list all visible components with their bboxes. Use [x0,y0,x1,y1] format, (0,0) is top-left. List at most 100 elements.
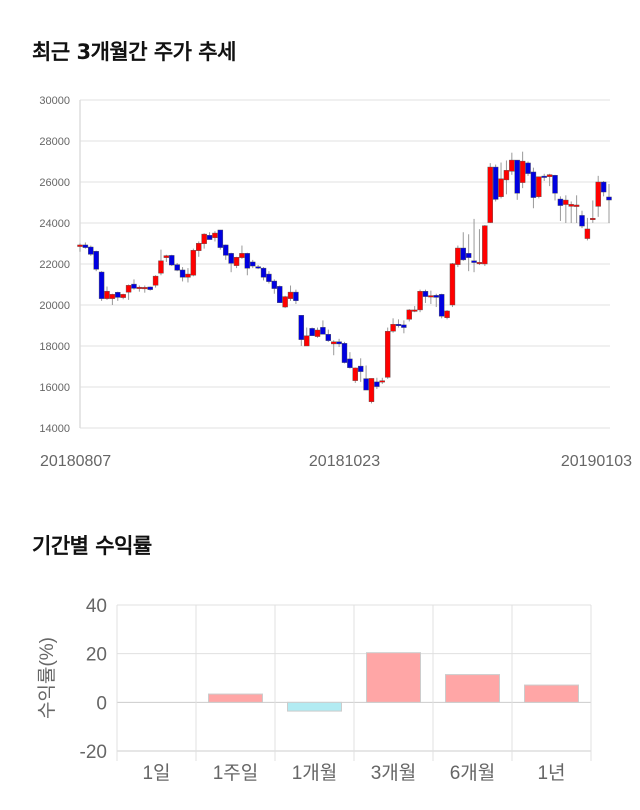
candle [509,159,515,172]
candle [131,283,137,289]
candle [503,170,510,181]
candle [298,315,305,340]
candle [266,273,272,282]
candle [417,291,423,311]
candle [115,292,121,298]
candle [217,229,224,248]
x-tick-label: 1주일 [213,762,259,784]
candle [341,343,348,363]
x-tick-label: 20180807 [40,453,111,470]
candle [363,378,369,391]
candle [223,244,229,256]
candle [438,294,445,317]
candle [525,162,531,174]
candle [347,358,353,368]
candle [568,204,574,207]
candle [169,255,175,266]
candle [179,269,186,278]
candle [498,178,504,197]
y-tick-label: 30000 [39,95,70,107]
candle [77,244,83,247]
period-return-title: 기간별 수익률 [32,534,152,558]
candle [487,166,493,223]
candle [606,196,612,201]
candle [514,159,520,194]
x-tick-label: 3개월 [371,762,417,784]
y-tick-label: 18000 [39,341,70,353]
y-axis-label: 수익률(%) [36,637,58,719]
candle [277,286,283,303]
candle [82,244,89,248]
y-tick-label: 14000 [39,423,70,435]
candle [244,253,251,269]
candle [411,309,418,312]
candle [174,264,180,271]
return-bar [287,701,342,712]
candle [546,174,553,177]
candle [374,381,380,387]
candle [600,181,607,193]
candle [271,280,278,289]
candle [309,328,315,336]
candle [104,291,110,299]
price-trend-title: 최근 3개월간 주가 추세 [32,40,236,64]
candle [590,218,596,220]
candle [460,247,466,261]
candle [573,204,580,207]
candle [379,380,385,383]
x-tick-label: 20190103 [561,453,632,470]
candle [120,294,126,298]
candle [147,286,153,290]
candle [233,257,240,266]
candle [595,181,601,207]
candle [541,175,547,178]
candle [584,228,591,239]
candle [422,291,429,297]
candle [482,225,488,265]
y-tick-label: 24000 [39,218,70,230]
candle [449,263,456,306]
candle [390,324,396,332]
candle [471,260,477,263]
candle [406,309,412,320]
x-tick-label: 1개월 [292,762,338,784]
candle [325,334,332,341]
candle [163,255,170,258]
candle [287,291,294,299]
y-tick-label: 40 [86,596,107,617]
candle [331,341,337,345]
candle [185,273,191,278]
candle [579,215,585,227]
candle [557,198,564,206]
candle [282,296,288,308]
y-tick-label: 16000 [39,382,70,394]
candle [293,291,299,301]
candle [552,175,558,194]
candle [433,295,439,298]
candle [93,251,99,270]
y-tick-label: 0 [96,693,107,714]
candle [428,295,434,298]
candle [152,275,159,286]
candle [250,261,256,267]
y-tick-label: 26000 [39,177,70,189]
candle [352,367,358,381]
y-tick-label: 20 [86,645,107,666]
candle [492,166,499,200]
candle [314,329,321,337]
y-tick-label: 28000 [39,136,70,148]
candle [260,267,267,278]
candle [190,250,197,276]
candle [142,287,148,290]
candle [455,247,461,265]
return-bar [208,693,263,703]
candle [136,286,143,289]
candle [109,294,116,299]
x-tick-label: 1년 [537,762,565,784]
return-bar [445,674,500,703]
candle [530,171,537,198]
candle [206,235,213,240]
return-bar [366,652,421,703]
candle [125,285,132,293]
